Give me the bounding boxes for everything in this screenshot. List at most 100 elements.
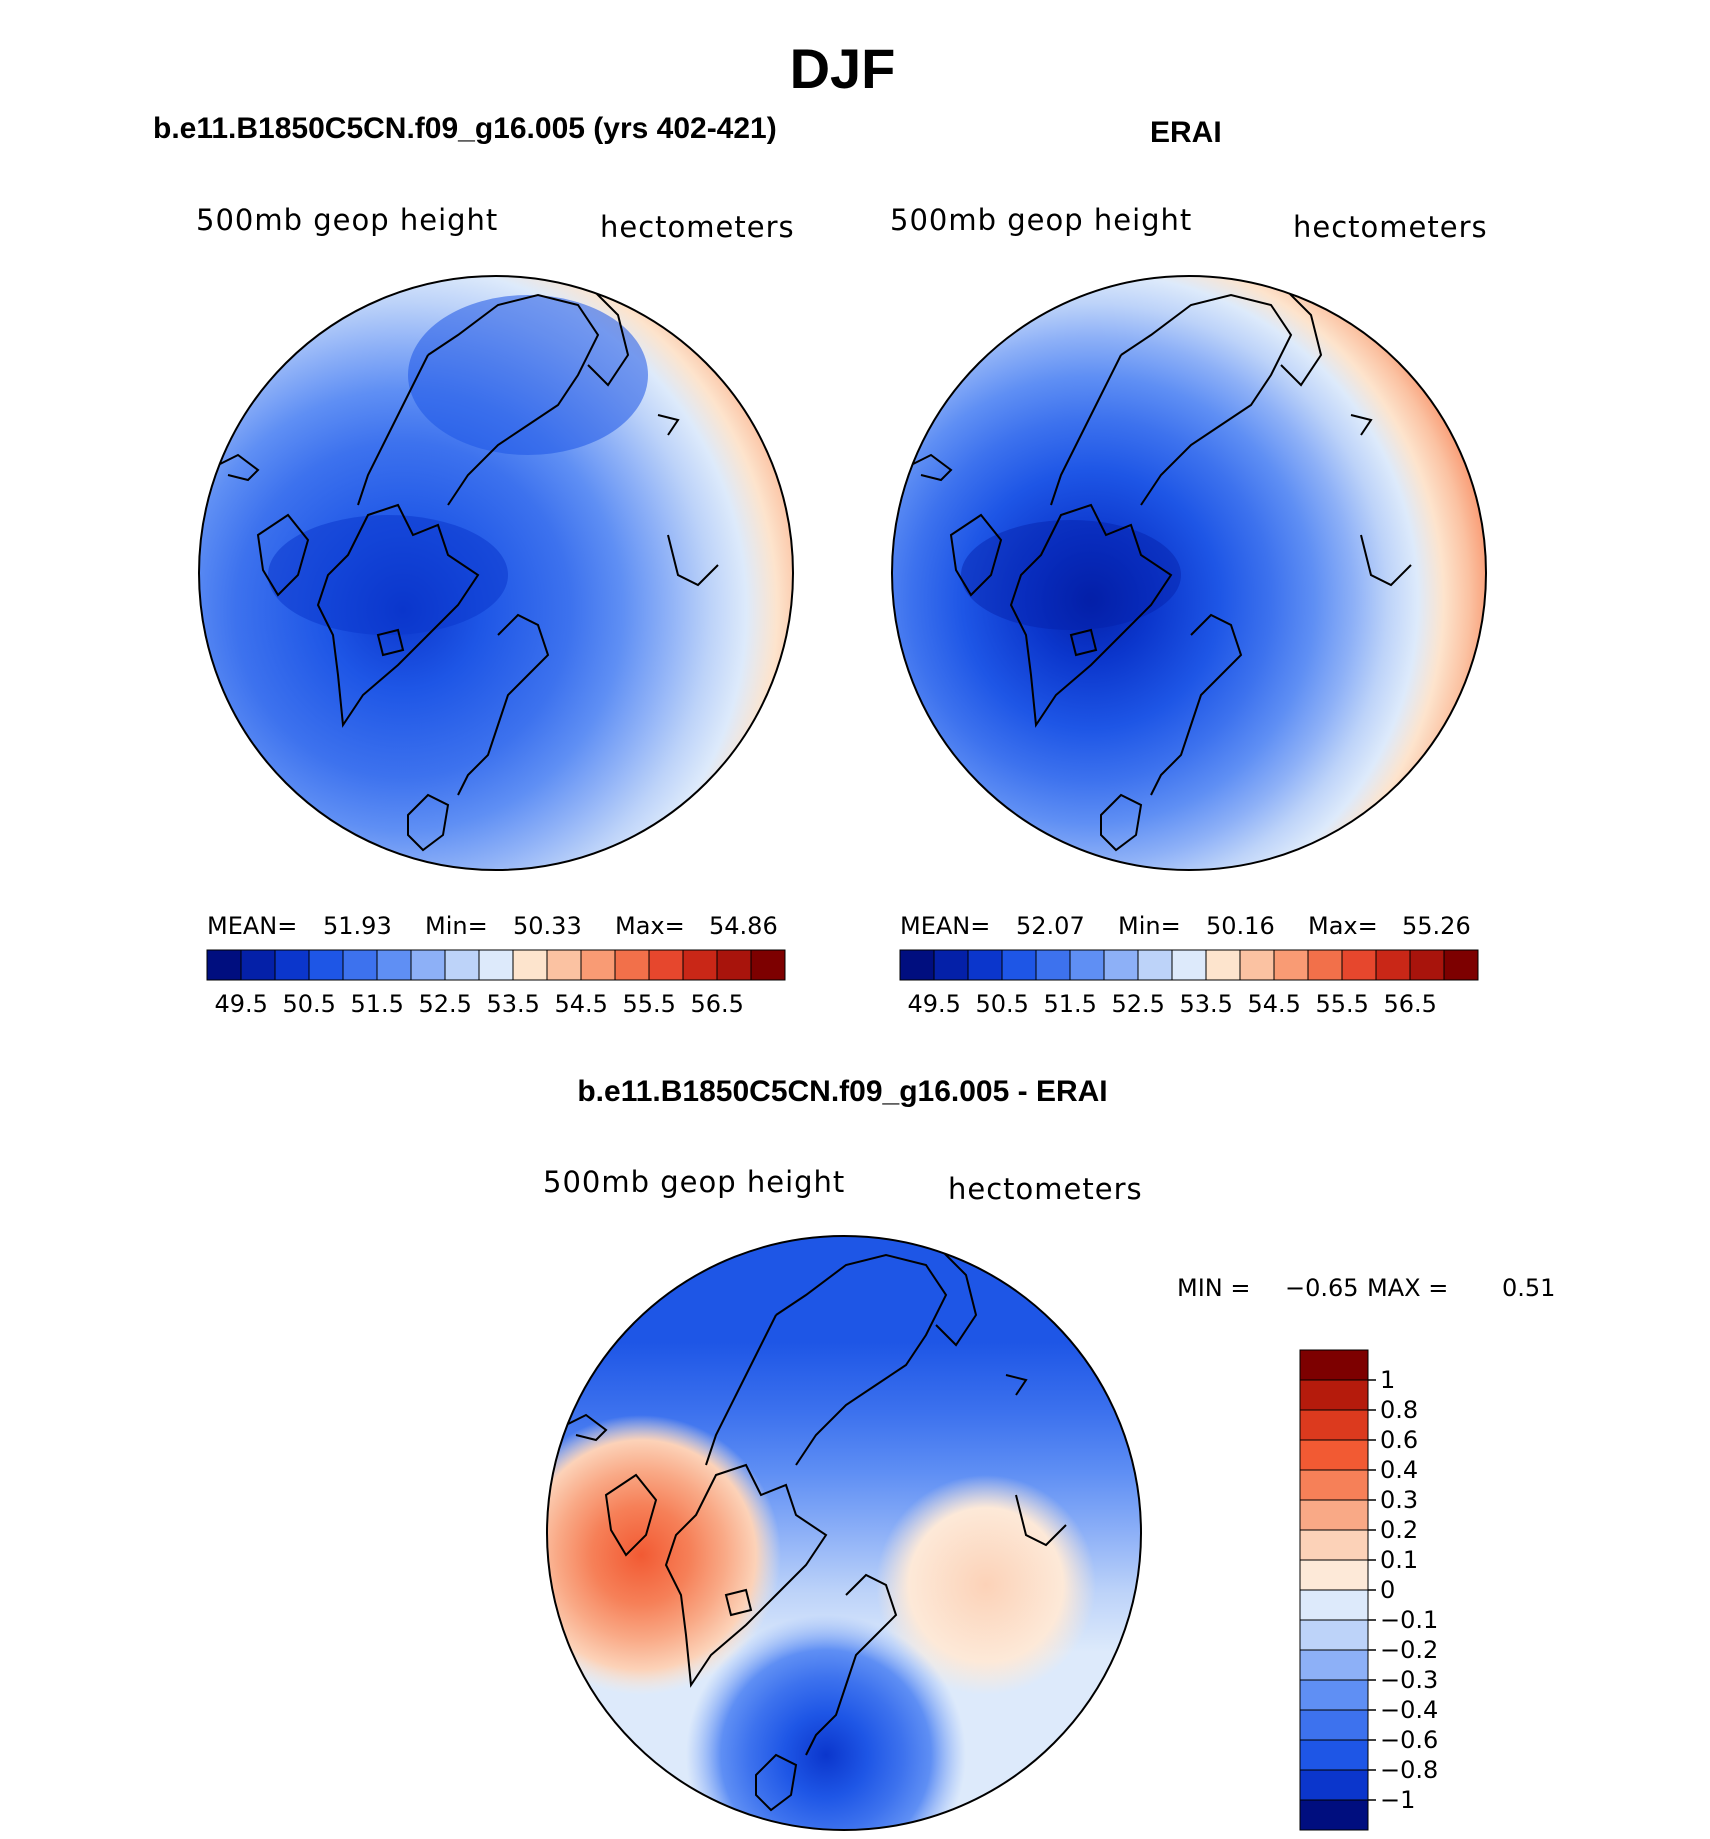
diff-colorbar-swatch — [1299, 1799, 1369, 1831]
diff-panel-title: b.e11.B1850C5CN.f09_g16.005 - ERAI — [577, 1075, 1108, 1108]
obs-panel-title: ERAI — [1150, 116, 1222, 149]
model-colorbar-swatch — [716, 949, 752, 981]
diff-colorbar-swatch — [1299, 1769, 1369, 1801]
diff-colorbar-tick-label: 0.8 — [1380, 1396, 1419, 1424]
model-colorbar-swatch — [546, 949, 582, 981]
obs-colorbar-swatch — [967, 949, 1003, 981]
model-colorbar — [206, 949, 786, 981]
diff-colorbar-tick-label: −0.8 — [1380, 1756, 1439, 1784]
diff-max-value: 0.51 — [1502, 1274, 1556, 1302]
model-colorbar-swatch — [206, 949, 242, 981]
obs-colorbar-swatch — [1443, 949, 1479, 981]
diff-polar-map — [546, 1235, 1142, 1831]
model-colorbar-tick-label: 55.5 — [622, 990, 676, 1018]
diff-variable-label: 500mb geop height — [543, 1165, 846, 1199]
model-colorbar-swatch — [682, 949, 718, 981]
obs-colorbar-swatch — [1341, 949, 1377, 981]
model-colorbar-tick-label: 56.5 — [690, 990, 744, 1018]
model-colorbar-swatch — [410, 949, 446, 981]
model-colorbar-swatch — [342, 949, 378, 981]
obs-polar-map — [891, 275, 1487, 871]
model-variable-label: 500mb geop height — [196, 203, 499, 237]
diff-colorbar-labels: 1 0.8 0.6 0.4 0.3 0.2 0.1 0 −0.1 −0.2 −0.3 −0.4 −0.6… — [1378, 1350, 1478, 1830]
obs-colorbar-tick-label: 49.5 — [907, 990, 961, 1018]
diff-colorbar-swatch — [1299, 1589, 1369, 1621]
diff-colorbar — [1299, 1349, 1376, 1831]
obs-colorbar-swatch — [1409, 949, 1445, 981]
obs-colorbar-tick-label: 55.5 — [1315, 990, 1369, 1018]
diff-colorbar-swatch — [1299, 1709, 1369, 1741]
obs-colorbar-tick-label: 54.5 — [1247, 990, 1301, 1018]
model-colorbar-swatch — [274, 949, 310, 981]
model-min-value: 50.33 — [513, 912, 582, 940]
diff-colorbar-tick-label: 0.2 — [1380, 1516, 1419, 1544]
model-max-value: 54.86 — [709, 912, 778, 940]
obs-mean-label: MEAN= — [900, 912, 991, 940]
obs-max-label: Max= — [1308, 912, 1378, 940]
obs-colorbar-swatch — [1375, 949, 1411, 981]
obs-stats: MEAN= 52.07 Min= 50.16 Max= 55.26 — [900, 912, 1480, 942]
model-colorbar-swatch — [444, 949, 480, 981]
obs-colorbar — [899, 949, 1479, 981]
obs-colorbar-swatch — [899, 949, 935, 981]
model-colorbar-swatch — [648, 949, 684, 981]
obs-colorbar-swatch — [1171, 949, 1207, 981]
model-colorbar-swatch — [478, 949, 514, 981]
model-colorbar-swatch — [240, 949, 276, 981]
obs-variable-label: 500mb geop height — [890, 203, 1193, 237]
obs-colorbar-swatch — [1001, 949, 1037, 981]
diff-colorbar-swatch — [1299, 1349, 1369, 1381]
diff-colorbar-tick-label: 1 — [1380, 1366, 1396, 1394]
diff-colorbar-swatch — [1299, 1619, 1369, 1651]
model-colorbar-swatch — [580, 949, 616, 981]
diff-min-label: MIN = — [1177, 1274, 1251, 1302]
model-colorbar-tick-label: 50.5 — [282, 990, 336, 1018]
model-colorbar-tick-label: 51.5 — [350, 990, 404, 1018]
model-colorbar-tick-label: 54.5 — [554, 990, 608, 1018]
obs-colorbar-labels: 49.5 50.5 51.5 52.5 53.5 54.5 55.5 56.5 — [900, 990, 1478, 1020]
model-stats: MEAN= 51.93 Min= 50.33 Max= 54.86 — [207, 912, 787, 942]
obs-colorbar-tick-label: 52.5 — [1111, 990, 1165, 1018]
model-colorbar-tick-label: 52.5 — [418, 990, 472, 1018]
diff-colorbar-swatch — [1299, 1499, 1369, 1531]
obs-colorbar-swatch — [1239, 949, 1275, 981]
model-polar-map — [198, 275, 794, 871]
diff-units-label: hectometers — [948, 1172, 1143, 1206]
model-panel-title: b.e11.B1850C5CN.f09_g16.005 (yrs 402-421… — [153, 112, 777, 145]
obs-colorbar-tick-label: 50.5 — [975, 990, 1029, 1018]
diff-colorbar-tick-label: −0.2 — [1380, 1636, 1439, 1664]
diff-colorbar-tick-label: 0.3 — [1380, 1486, 1419, 1514]
obs-max-value: 55.26 — [1402, 912, 1471, 940]
model-mean-value: 51.93 — [323, 912, 392, 940]
obs-min-value: 50.16 — [1206, 912, 1275, 940]
diff-colorbar-swatch — [1299, 1529, 1369, 1561]
diff-colorbar-swatch — [1299, 1739, 1369, 1771]
diff-colorbar-swatch — [1299, 1559, 1369, 1591]
diff-min-value: −0.65 — [1285, 1274, 1359, 1302]
diff-colorbar-tick-label: −0.1 — [1380, 1606, 1439, 1634]
diff-colorbar-tick-label: 0.4 — [1380, 1456, 1419, 1484]
diff-stats: MIN = −0.65 MAX = 0.51 — [1177, 1274, 1557, 1304]
obs-colorbar-swatch — [1103, 949, 1139, 981]
obs-mean-value: 52.07 — [1016, 912, 1085, 940]
obs-colorbar-swatch — [1307, 949, 1343, 981]
diff-colorbar-swatch — [1299, 1409, 1369, 1441]
diff-colorbar-tick-label: −1 — [1380, 1786, 1416, 1814]
obs-colorbar-tick-label: 51.5 — [1043, 990, 1097, 1018]
model-units-label: hectometers — [600, 210, 795, 244]
model-colorbar-swatch — [308, 949, 344, 981]
obs-colorbar-swatch — [1137, 949, 1173, 981]
obs-colorbar-tick-label: 53.5 — [1179, 990, 1233, 1018]
model-max-label: Max= — [615, 912, 685, 940]
model-colorbar-tick-label: 49.5 — [214, 990, 268, 1018]
model-colorbar-swatch — [376, 949, 412, 981]
obs-min-label: Min= — [1118, 912, 1181, 940]
model-colorbar-swatch — [512, 949, 548, 981]
diff-colorbar-tick-label: −0.4 — [1380, 1696, 1439, 1724]
obs-colorbar-swatch — [1273, 949, 1309, 981]
diff-colorbar-tick-label: −0.6 — [1380, 1726, 1439, 1754]
obs-colorbar-swatch — [1205, 949, 1241, 981]
diff-colorbar-tick-label: 0 — [1380, 1576, 1396, 1604]
obs-colorbar-tick-label: 56.5 — [1383, 990, 1437, 1018]
diff-colorbar-swatch — [1299, 1649, 1369, 1681]
